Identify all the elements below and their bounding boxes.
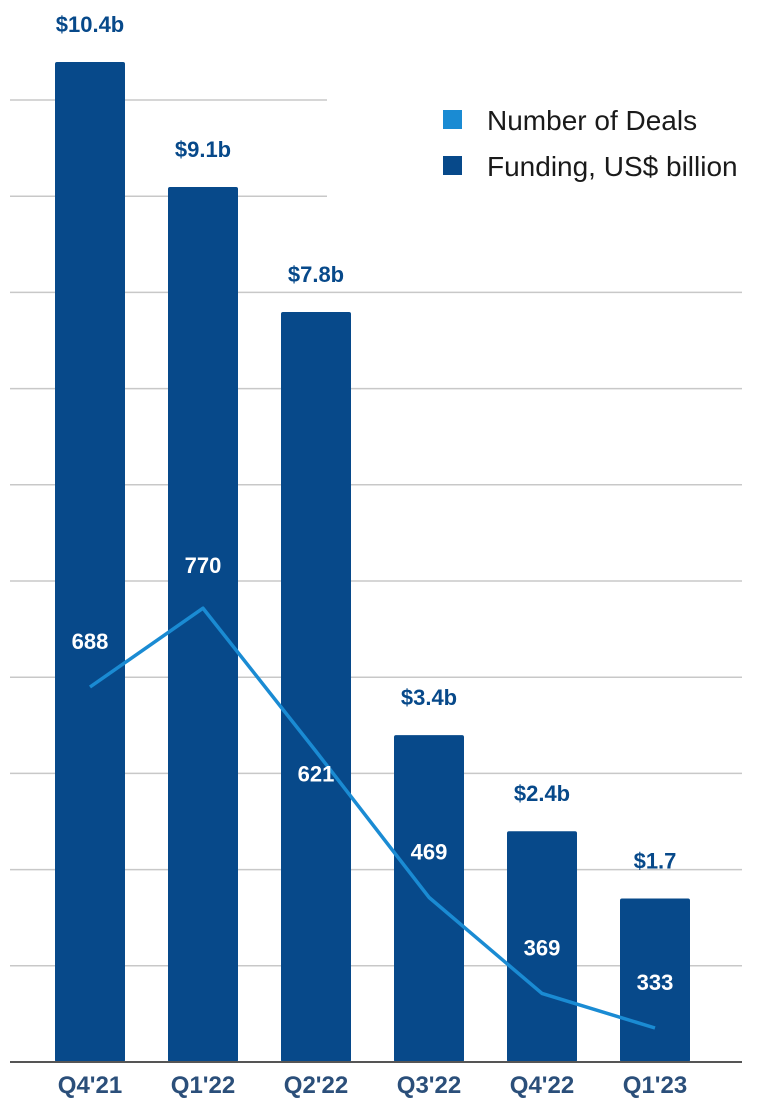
- deals-line-layer: [88, 606, 656, 1030]
- funding-labels: $10.4b $9.1b $7.8b $3.4b $2.4b $1.7: [56, 12, 677, 874]
- deal-count-label: 770: [185, 553, 222, 578]
- funding-bars: [55, 62, 690, 1062]
- x-tick-labels: Q4'21 Q1'22 Q2'22 Q3'22 Q4'22 Q1'23: [58, 1072, 687, 1099]
- deal-count-label: 469: [411, 839, 448, 864]
- x-tick-label: Q1'22: [171, 1072, 235, 1099]
- legend: Number of Deals Funding, US$ billion: [443, 105, 738, 182]
- funding-bar: [507, 831, 577, 1062]
- x-tick-label: Q4'21: [58, 1072, 122, 1099]
- funding-bar: [168, 187, 238, 1062]
- legend-swatch: [443, 110, 462, 129]
- x-tick-label: Q4'22: [510, 1072, 574, 1099]
- legend-swatch: [443, 156, 462, 175]
- funding-label: $10.4b: [56, 12, 125, 37]
- deals-line: [88, 606, 656, 1030]
- funding-label: $1.7: [634, 849, 677, 874]
- deal-labels: 688 770 621 469 369 333: [72, 553, 674, 995]
- deal-count-label: 688: [72, 629, 109, 654]
- x-tick-label: Q3'22: [397, 1072, 461, 1099]
- funding-label: $7.8b: [288, 262, 344, 287]
- deal-count-label: 333: [637, 970, 674, 995]
- funding-bar: [55, 62, 125, 1062]
- deal-count-label: 369: [524, 935, 561, 960]
- funding-label: $9.1b: [175, 137, 231, 162]
- funding-label: $2.4b: [514, 781, 570, 806]
- legend-label: Funding, US$ billion: [487, 151, 738, 182]
- funding-bar: [281, 312, 351, 1062]
- deal-count-label: 621: [298, 761, 335, 786]
- x-tick-label: Q2'22: [284, 1072, 348, 1099]
- legend-label: Number of Deals: [487, 105, 697, 136]
- funding-label: $3.4b: [401, 685, 457, 710]
- x-tick-label: Q1'23: [623, 1072, 687, 1099]
